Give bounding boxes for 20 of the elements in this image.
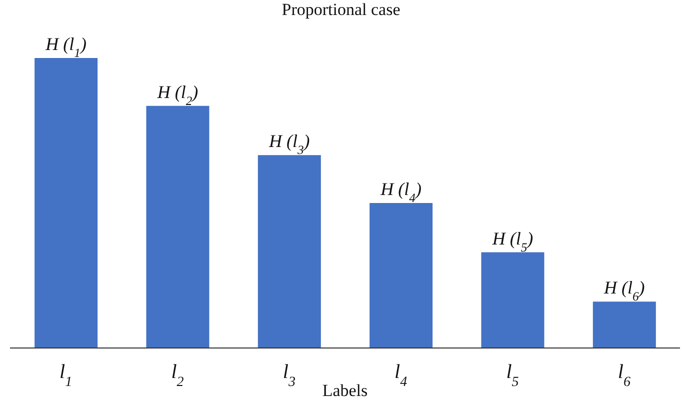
annotation: H (l$_{1}$) xyxy=(44,34,86,60)
x-tick-label: l$_{4}$ xyxy=(394,361,408,390)
x-tick-label: l$_{5}$ xyxy=(506,361,519,390)
x-axis-title: Labels xyxy=(322,381,368,400)
x-tick-label: l$_{3}$ xyxy=(282,361,296,390)
annotation: H (l$_{3}$) xyxy=(268,131,310,158)
x-tick-label: l$_{1}$ xyxy=(60,361,72,390)
annotation: H (l$_{6}$) xyxy=(603,278,645,304)
bar xyxy=(592,302,656,348)
x-tick-label: l$_{6}$ xyxy=(618,361,630,390)
annotation: H (l$_{4}$) xyxy=(380,179,422,205)
bar xyxy=(34,58,98,348)
x-tick-label: l$_{2}$ xyxy=(171,361,184,390)
chart-title: Proportional case xyxy=(280,0,402,20)
bar xyxy=(258,155,321,348)
bar xyxy=(370,203,433,348)
bar xyxy=(481,252,544,348)
annotation: H (l$_{2}$) xyxy=(156,82,198,108)
bar xyxy=(146,106,210,348)
annotation: H (l$_{5}$) xyxy=(491,228,534,254)
